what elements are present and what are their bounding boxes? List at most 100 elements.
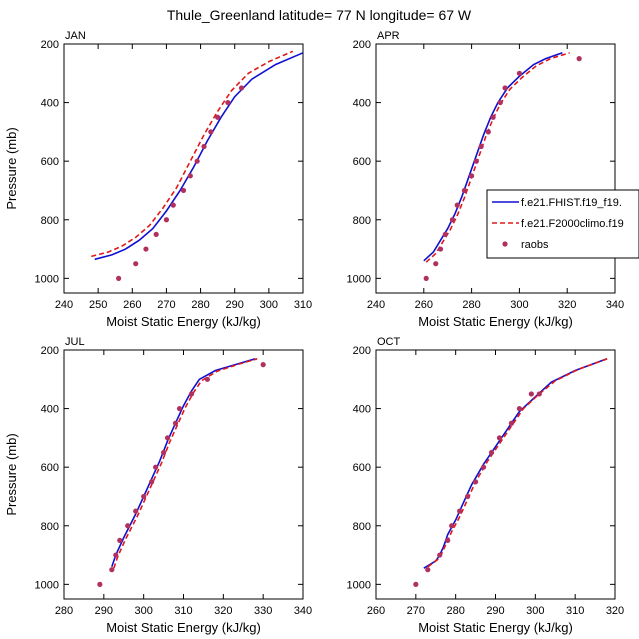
y-tick-label: 200	[41, 345, 59, 357]
raobs-point	[180, 187, 187, 194]
y-tick-label: 1000	[347, 273, 371, 285]
x-tick-label: 340	[294, 605, 312, 617]
y-tick-label: 600	[353, 462, 371, 474]
panel-label: APR	[377, 30, 400, 42]
raobs-point	[133, 261, 139, 267]
raobs-point	[176, 405, 183, 412]
raobs-point	[488, 449, 495, 456]
x-tick-label: 260	[367, 605, 385, 617]
raobs-point	[187, 173, 193, 179]
x-tick-label: 300	[526, 605, 544, 617]
raobs-point	[461, 187, 468, 194]
raobs-point	[497, 99, 503, 106]
raobs-point	[153, 464, 159, 470]
raobs-point	[508, 420, 515, 426]
legend: f.e21.FHIST.f19_f19. f.e21.F2000climo.f19…	[486, 189, 639, 259]
raobs-point	[433, 261, 439, 267]
x-tick-label: 310	[174, 605, 192, 617]
raobs-point	[133, 508, 139, 514]
raobs-point	[502, 85, 508, 91]
raobs-point	[160, 449, 167, 456]
y-tick-label: 600	[41, 156, 59, 168]
raobs-point	[204, 376, 210, 382]
y-tick-label: 200	[41, 39, 59, 51]
y-tick-label: 200	[353, 345, 371, 357]
x-tick-label: 330	[254, 605, 272, 617]
raobs-point	[208, 129, 214, 135]
raobs-point	[576, 56, 582, 62]
raobs-point	[238, 85, 245, 91]
plot-frame	[63, 43, 304, 294]
panel-jan: 240 250 260 270 280 290 300 310 200 400 600 800 1000…	[4, 30, 312, 329]
x-tick-label: 280	[446, 605, 464, 617]
x-axis-title: Moist Static Energy (kJ/kg)	[106, 620, 261, 635]
main-title: Thule_Greenland latitude= 77 N longitude…	[167, 7, 472, 23]
x-tick-label: 240	[55, 299, 73, 311]
raobs-point	[163, 217, 170, 223]
panel-apr: 240 260 280 300 320 340 200 400 600 800 1000 APR Moi…	[347, 30, 625, 329]
y-tick-label: 800	[353, 215, 371, 227]
raobs-point	[153, 231, 159, 238]
x-tick-label: 290	[226, 299, 244, 311]
raobs-point	[141, 493, 147, 500]
raobs-point	[109, 567, 115, 573]
x-tick-label: 250	[89, 299, 107, 311]
x-tick-label: 270	[157, 299, 175, 311]
raobs-point	[449, 523, 455, 529]
raobs-point	[225, 99, 231, 106]
raobs-point	[425, 567, 431, 573]
y-tick-label: 200	[353, 39, 371, 51]
raobs-point	[465, 493, 471, 500]
raobs-point	[445, 537, 451, 544]
fhist-line	[111, 358, 256, 568]
x-tick-label: 310	[566, 605, 584, 617]
panels: 240 250 260 270 280 290 300 310 200 400 600 800 1000…	[4, 30, 624, 635]
x-tick-label: 320	[558, 299, 576, 311]
raobs-point	[116, 275, 122, 281]
x-tick-label: 320	[606, 605, 624, 617]
raobs-point	[442, 231, 448, 238]
x-tick-label: 300	[510, 299, 528, 311]
x-axis-title: Moist Static Energy (kJ/kg)	[418, 314, 573, 329]
x-tick-label: 310	[294, 299, 312, 311]
y-tick-label: 1000	[347, 579, 371, 591]
x-axis-title: Moist Static Energy (kJ/kg)	[418, 620, 573, 635]
x-tick-label: 300	[134, 605, 152, 617]
x-tick-label: 320	[214, 605, 232, 617]
raobs-point	[194, 158, 200, 164]
raobs-point	[496, 435, 503, 441]
x-axis-title: Moist Static Energy (kJ/kg)	[106, 314, 261, 329]
y-tick-label: 1000	[35, 273, 59, 285]
raobs-point	[469, 173, 475, 179]
raobs-point	[215, 114, 221, 120]
plot-frame	[375, 349, 616, 600]
raobs-point	[516, 405, 523, 412]
legend-label: f.e21.F2000climo.f19	[521, 218, 624, 230]
fhist-line	[94, 52, 303, 261]
panel-label: JAN	[65, 30, 86, 42]
x-tick-label: 270	[407, 605, 425, 617]
x-tick-label: 280	[191, 299, 209, 311]
raobs-point	[97, 581, 103, 587]
legend-label: raobs	[521, 239, 549, 251]
panel-label: JUL	[65, 336, 85, 348]
raobs-point	[449, 217, 456, 223]
y-axis-title: Pressure (mb)	[4, 433, 19, 515]
y-tick-label: 600	[41, 462, 59, 474]
panel-oct: 260 270 280 290 300 310 320 200 400 600 800 1000 OCT…	[347, 336, 625, 635]
raobs-point	[413, 581, 419, 587]
raobs-point	[437, 246, 444, 252]
y-tick-label: 800	[41, 215, 59, 227]
x-tick-label: 300	[260, 299, 278, 311]
x-tick-label: 280	[462, 299, 480, 311]
raobs-point	[113, 552, 119, 558]
raobs-point	[172, 420, 179, 426]
raobs-point	[188, 391, 195, 397]
f2000-line	[113, 358, 258, 569]
plot-frame	[63, 349, 304, 600]
x-tick-label: 260	[123, 299, 141, 311]
raobs-point	[457, 508, 463, 514]
x-tick-label: 340	[606, 299, 624, 311]
panel-label: OCT	[377, 336, 401, 348]
